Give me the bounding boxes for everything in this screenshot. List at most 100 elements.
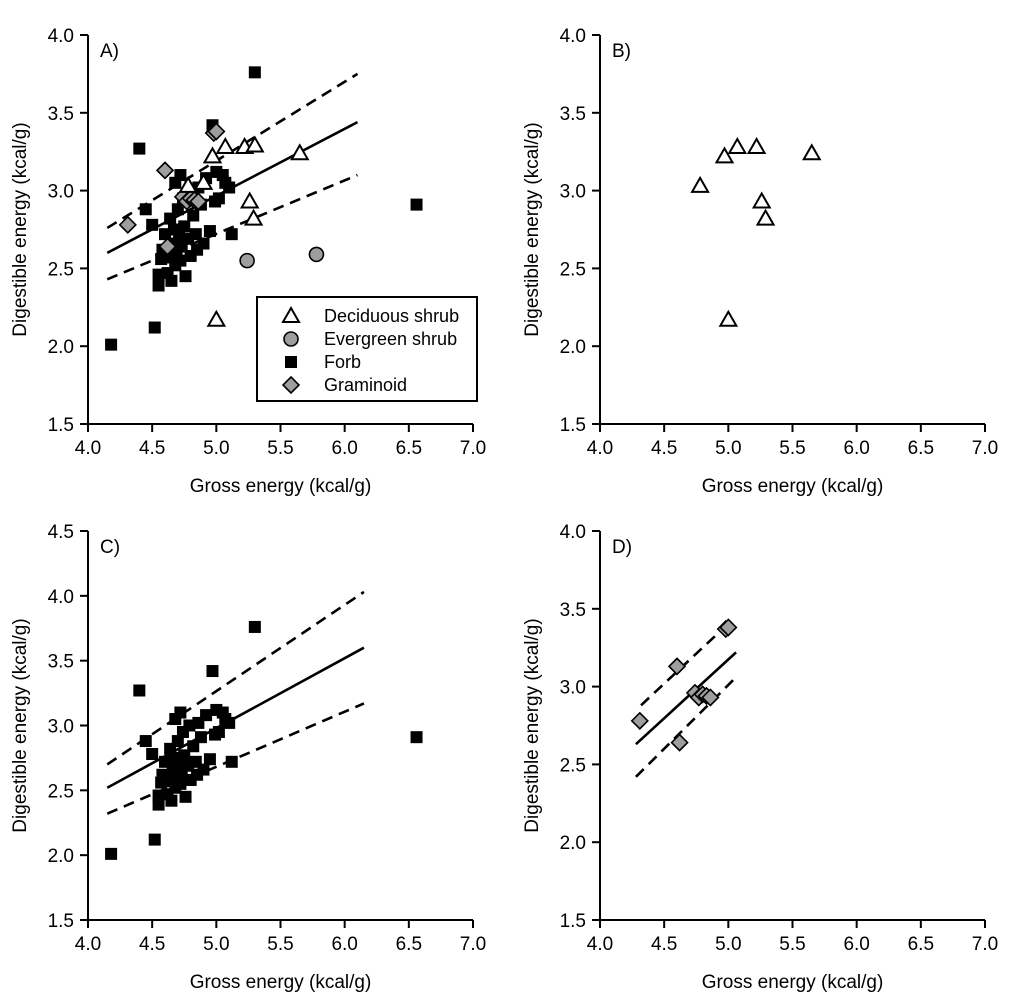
x-tick-label: 5.5 bbox=[779, 438, 805, 459]
x-tick-label: 6.5 bbox=[908, 934, 934, 955]
y-tick-label: 2.0 bbox=[560, 337, 586, 358]
series-evergreen-shrub bbox=[239, 246, 325, 269]
marker-forb bbox=[152, 279, 165, 292]
marker-deciduous bbox=[193, 172, 214, 190]
marker-deciduous bbox=[281, 305, 301, 323]
marker-forb bbox=[174, 169, 187, 182]
x-axis-title: Gross energy (kcal/g) bbox=[702, 476, 884, 496]
x-tick-label: 5.0 bbox=[203, 438, 229, 459]
marker-graminoid bbox=[630, 711, 649, 730]
panel-d: 1.5 2.0 2.5 3.0 3.5 4.0 4.0 4.5 5.0 5.5 6.0 6.5 7.0 G… bbox=[512, 496, 1024, 992]
marker-deciduous bbox=[690, 175, 710, 193]
marker-forb bbox=[410, 731, 423, 744]
marker-deciduous bbox=[202, 146, 223, 164]
x-axis-title: Gross energy (kcal/g) bbox=[190, 972, 372, 992]
panel-c: 1.5 2.0 2.5 3.0 3.5 4.0 4.5 4.0 4.5 5.0 5.5 6.0 6.5 7… bbox=[0, 496, 512, 992]
x-tick-label: 4.0 bbox=[75, 438, 101, 459]
marker-forb bbox=[191, 243, 204, 256]
legend-label-1: Evergreen shrub bbox=[324, 329, 457, 349]
marker-evergreen bbox=[239, 252, 255, 269]
x-tick-label: 4.5 bbox=[651, 934, 677, 955]
y-tick-label: 3.5 bbox=[48, 652, 74, 673]
x-tick-label: 5.0 bbox=[203, 934, 229, 955]
x-axis-title: Gross energy (kcal/g) bbox=[190, 476, 372, 496]
x-tick-label: 5.5 bbox=[779, 934, 805, 955]
y-tick-label: 1.5 bbox=[560, 415, 586, 436]
y-tick-label: 4.0 bbox=[560, 26, 586, 47]
x-tick-label: 7.0 bbox=[460, 934, 486, 955]
marker-forb bbox=[200, 709, 213, 722]
marker-deciduous bbox=[245, 135, 265, 153]
marker-evergreen bbox=[308, 246, 325, 263]
y-tick-label: 3.0 bbox=[560, 678, 586, 699]
panel-a-canvas: 1.5 2.0 2.5 3.0 3.5 4.0 4.0 4.5 5.0 5.5 6.0 6.5 7.0 G… bbox=[10, 26, 486, 496]
y-tick-label: 2.5 bbox=[48, 781, 74, 802]
marker-graminoid bbox=[670, 733, 689, 752]
axis-frame bbox=[599, 35, 985, 425]
marker-forb bbox=[178, 220, 191, 233]
y-tick-label: 4.5 bbox=[48, 522, 74, 543]
marker-forb bbox=[139, 735, 152, 748]
y-tick-label: 4.0 bbox=[48, 587, 74, 608]
marker-forb bbox=[410, 198, 423, 211]
panel-label: D) bbox=[612, 537, 632, 558]
panel-label: C) bbox=[100, 537, 120, 558]
marker-forb bbox=[212, 192, 225, 205]
y-tick-label: 1.5 bbox=[48, 911, 74, 932]
marker-forb bbox=[176, 725, 189, 738]
y-axis: 1.5 2.0 2.5 3.0 3.5 4.0 bbox=[560, 522, 600, 932]
marker-deciduous bbox=[215, 137, 236, 155]
marker-forb bbox=[133, 684, 146, 697]
marker-deciduous bbox=[751, 191, 772, 209]
marker-deciduous bbox=[239, 191, 260, 209]
y-tick-label: 1.5 bbox=[560, 911, 586, 932]
marker-forb bbox=[146, 748, 159, 761]
regression-line bbox=[635, 651, 737, 746]
panel-label: B) bbox=[612, 41, 631, 62]
x-tick-label: 6.5 bbox=[908, 438, 934, 459]
series-forb bbox=[105, 620, 423, 860]
y-axis: 1.5 2.0 2.5 3.0 3.5 4.0 4.5 bbox=[48, 522, 88, 932]
marker-deciduous bbox=[714, 146, 735, 164]
confidence-band-0 bbox=[106, 590, 365, 766]
marker-forb bbox=[197, 237, 210, 250]
y-tick-label: 3.0 bbox=[48, 182, 74, 203]
confidence-band-1 bbox=[635, 676, 737, 778]
x-axis-title: Gross energy (kcal/g) bbox=[702, 972, 884, 992]
marker-forb bbox=[203, 753, 216, 766]
panel-c-canvas: 1.5 2.0 2.5 3.0 3.5 4.0 4.5 4.0 4.5 5.0 5.5 6.0 6.5 7… bbox=[10, 522, 486, 992]
marker-deciduous bbox=[718, 309, 739, 327]
marker-graminoid bbox=[189, 192, 208, 211]
regression-line bbox=[106, 646, 365, 789]
x-tick-label: 4.5 bbox=[139, 934, 165, 955]
marker-forb bbox=[184, 249, 197, 262]
y-axis: 1.5 2.0 2.5 3.0 3.5 4.0 bbox=[48, 26, 88, 436]
marker-forb bbox=[174, 777, 187, 790]
x-tick-label: 6.0 bbox=[331, 438, 357, 459]
series-deciduous-shrub bbox=[178, 135, 310, 327]
x-tick-label: 4.5 bbox=[139, 438, 165, 459]
marker-forb bbox=[174, 706, 187, 719]
axis-lines bbox=[599, 35, 985, 425]
x-axis: 4.0 4.5 5.0 5.5 6.0 6.5 7.0 bbox=[75, 424, 486, 459]
marker-forb bbox=[248, 66, 261, 79]
marker-forb bbox=[187, 740, 200, 753]
x-tick-label: 4.0 bbox=[587, 934, 613, 955]
panel-a: 1.5 2.0 2.5 3.0 3.5 4.0 4.0 4.5 5.0 5.5 6.0 6.5 7.0 G… bbox=[0, 0, 512, 496]
marker-deciduous bbox=[755, 208, 776, 226]
axis-frame bbox=[87, 531, 473, 921]
marker-forb bbox=[192, 716, 205, 729]
y-tick-label: 3.0 bbox=[560, 182, 586, 203]
y-axis-title: Digestible energy (kcal/g) bbox=[522, 618, 543, 832]
confidence-band-0 bbox=[640, 620, 732, 707]
marker-forb bbox=[223, 181, 236, 194]
marker-forb bbox=[197, 763, 210, 776]
marker-forb bbox=[165, 274, 178, 287]
marker-forb bbox=[187, 209, 200, 222]
x-tick-label: 5.0 bbox=[715, 438, 741, 459]
y-tick-label: 2.0 bbox=[48, 337, 74, 358]
marker-graminoid bbox=[118, 215, 137, 234]
y-axis: 1.5 2.0 2.5 3.0 3.5 4.0 bbox=[560, 26, 600, 436]
y-tick-label: 3.5 bbox=[48, 104, 74, 125]
